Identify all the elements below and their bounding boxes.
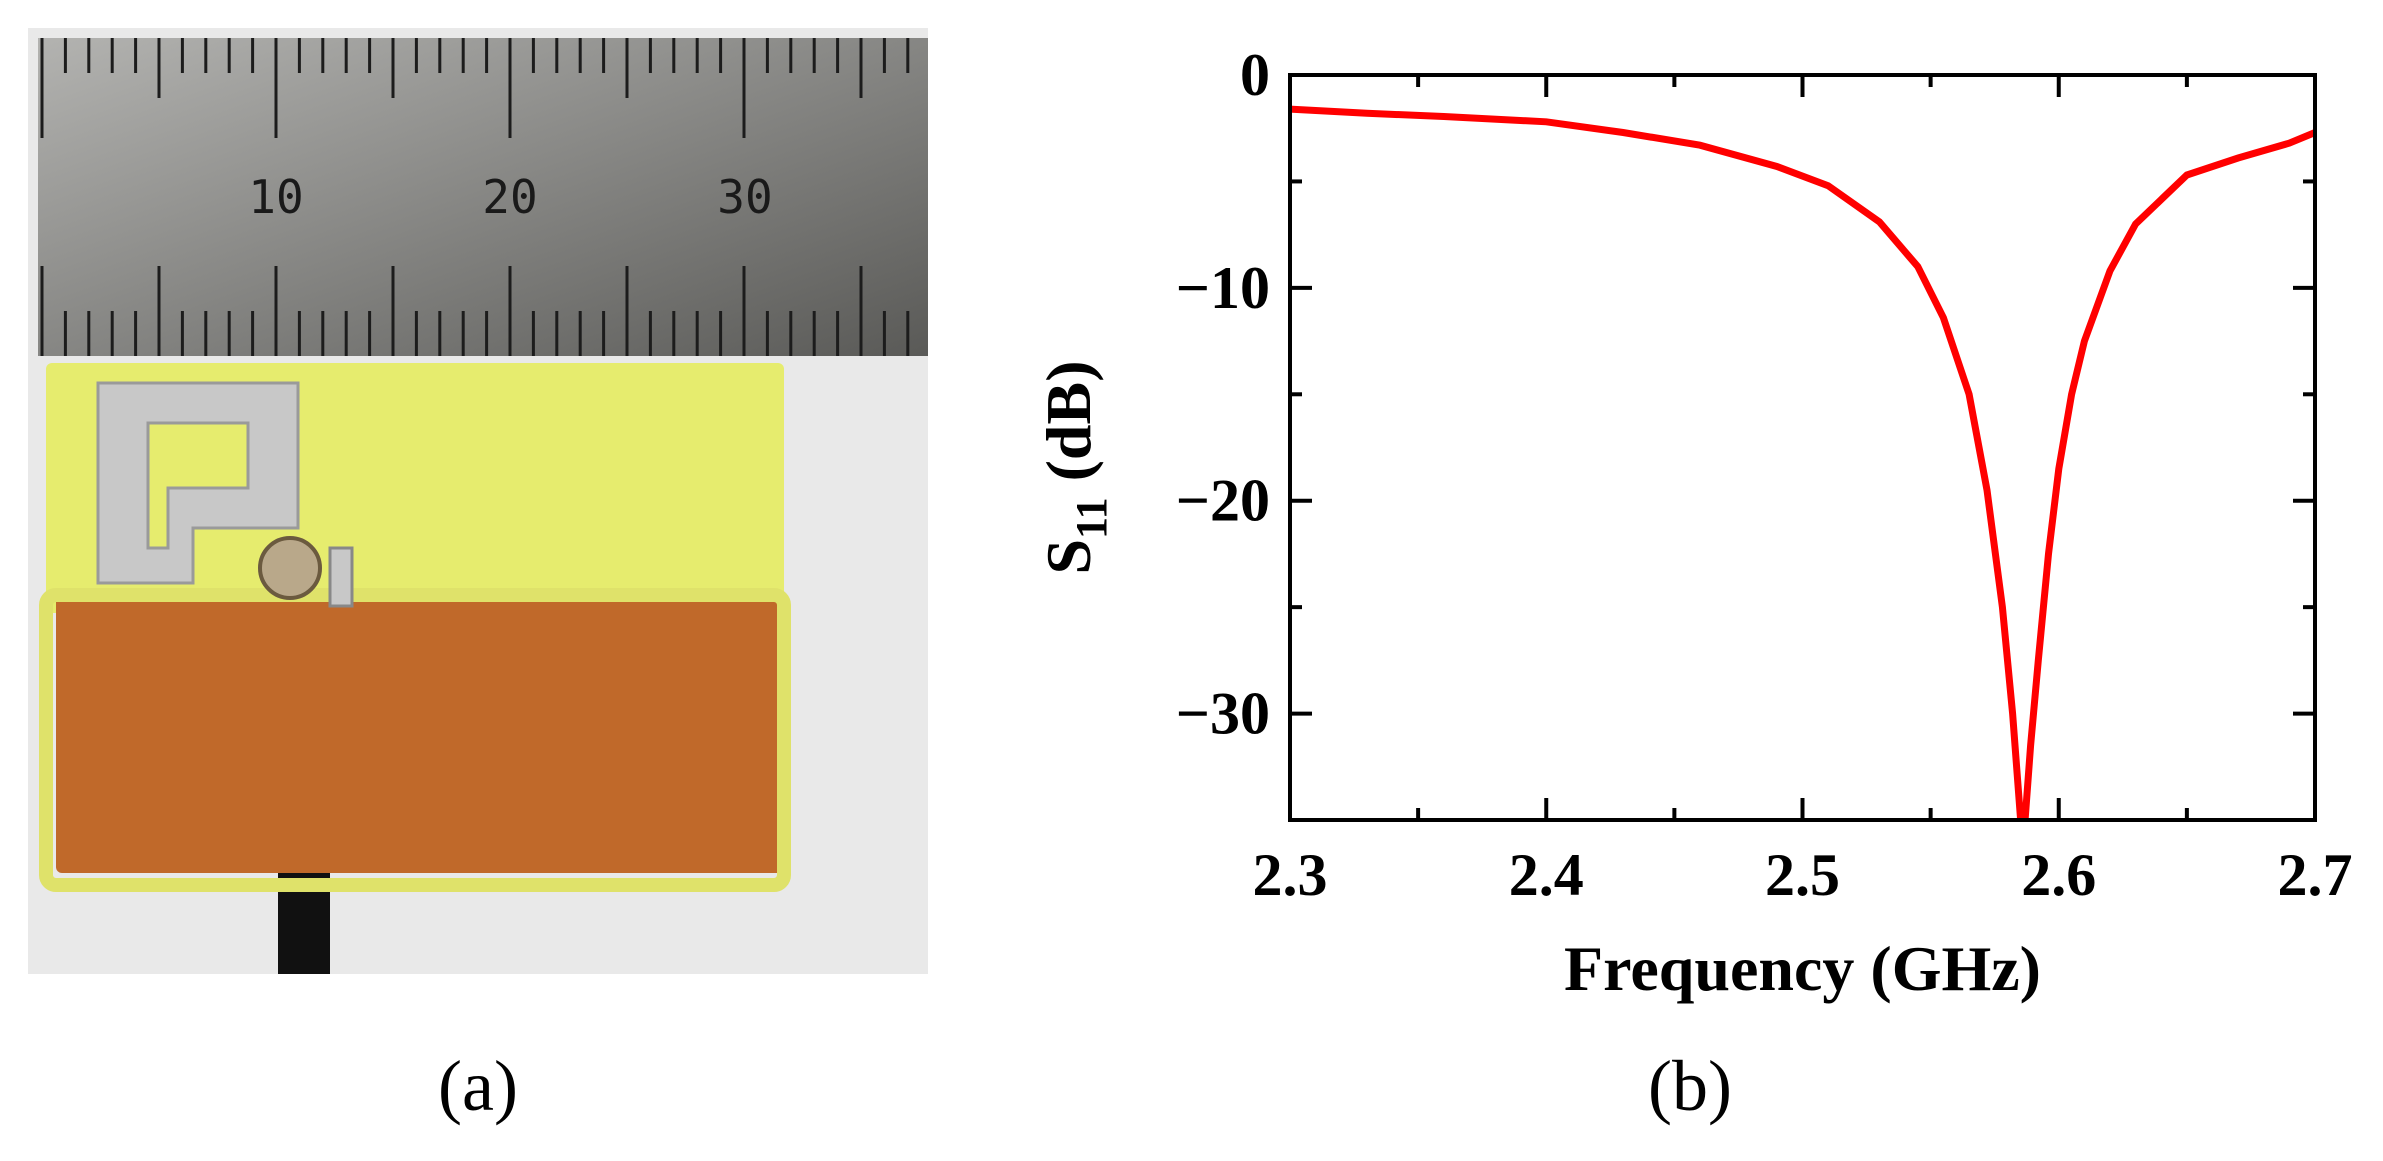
ruler: 10 20 30: [38, 38, 928, 356]
caption-b: (b): [1648, 1046, 1732, 1126]
ground-plane: [56, 595, 784, 873]
antenna-photo: 10 20 30: [28, 28, 928, 974]
y-tick-label: −10: [1176, 255, 1270, 321]
x-tick-label: 2.3: [1253, 842, 1328, 908]
plot-frame: [1288, 73, 2317, 822]
x-tick-label: 2.6: [2021, 842, 2096, 908]
x-axis: 2.3 2.4 2.5 2.6 2.7: [1253, 75, 2353, 908]
y-axis-title: S11 (dB): [1033, 360, 1116, 574]
s11-curve: [1289, 105, 2317, 820]
x-tick-label: 2.7: [2278, 842, 2353, 908]
y-tick-label: −20: [1176, 468, 1270, 534]
x-tick-label: 2.4: [1509, 842, 1584, 908]
ruler-label-30: 30: [717, 170, 772, 224]
caption-a: (a): [438, 1046, 518, 1126]
radiator-trace: [96, 381, 300, 585]
substrate-top: [46, 363, 784, 613]
x-tick-label: 2.5: [1765, 842, 1840, 908]
y-tick-label: −30: [1176, 681, 1270, 747]
ruler-label-20: 20: [482, 170, 537, 224]
y-axis-title-subscript: 11: [1067, 497, 1116, 539]
ruler-label-10: 10: [248, 170, 303, 224]
y-axis-title-unit: (dB): [1033, 360, 1104, 497]
x-axis-title: Frequency (GHz): [1564, 933, 2041, 1004]
feed-strip: [328, 546, 354, 608]
y-axis-title-main: S: [1033, 539, 1104, 575]
s11-chart: 2.3 2.4 2.5 2.6 2.7 0 −10 −20 −30 Frequency (GH…: [1033, 42, 2353, 1004]
y-tick-label: 0: [1240, 42, 1270, 108]
substrate-edge: [39, 588, 791, 892]
solder-joint: [258, 536, 322, 600]
